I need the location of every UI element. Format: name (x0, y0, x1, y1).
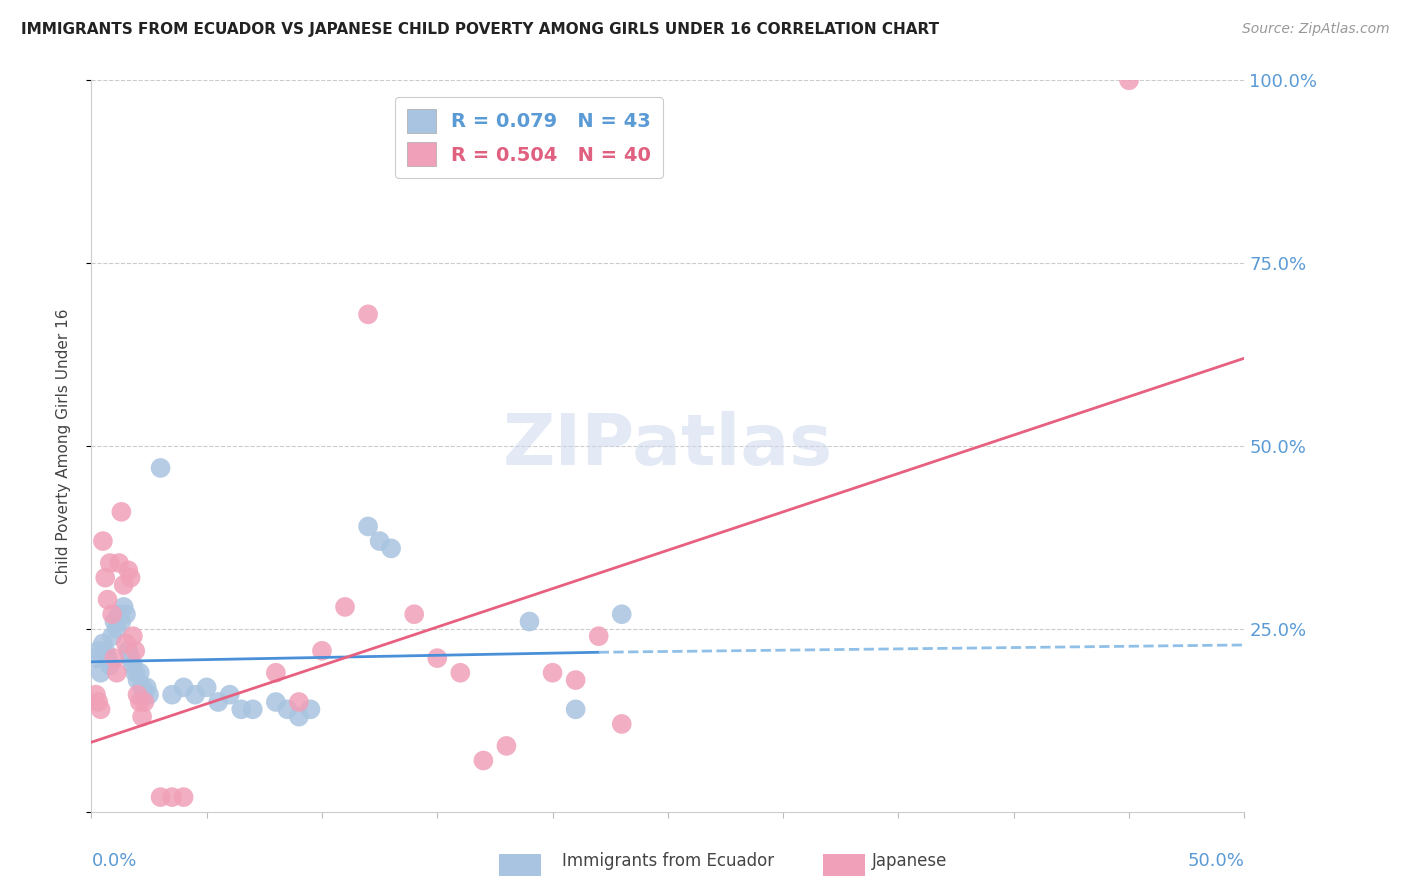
Point (311, 644, 333, 658)
Point (98, 658, 121, 673)
Point (564, 702, 586, 716)
Point (404, 607, 426, 622)
Point (84, 688, 107, 702)
Point (299, 702, 322, 716)
Point (588, 629, 610, 643)
Text: Immigrants from Ecuador: Immigrants from Ecuador (562, 852, 775, 870)
Point (1118, 73, 1140, 87)
Point (117, 563, 139, 577)
Point (96, 592, 118, 607)
Point (173, 681, 195, 695)
Point (90, 665, 112, 680)
Text: Source: ZipAtlas.com: Source: ZipAtlas.com (1241, 22, 1389, 37)
Point (115, 636, 138, 650)
Point (103, 651, 125, 665)
Point (134, 695, 156, 709)
Legend: R = 0.079   N = 43, R = 0.504   N = 40: R = 0.079 N = 43, R = 0.504 N = 40 (395, 97, 664, 178)
Point (184, 688, 207, 702)
Point (127, 688, 149, 702)
Point (112, 599, 135, 614)
Point (495, 739, 517, 753)
Point (131, 709, 153, 723)
Point (288, 695, 311, 709)
Point (91, 534, 114, 549)
Point (264, 665, 287, 680)
Point (357, 307, 380, 321)
Point (610, 607, 633, 622)
Point (231, 702, 253, 716)
Point (149, 790, 172, 805)
Point (117, 644, 139, 658)
Point (122, 658, 145, 673)
Point (124, 644, 146, 658)
Point (120, 571, 142, 585)
Point (264, 695, 287, 709)
Point (173, 790, 195, 805)
Point (101, 629, 124, 643)
Point (564, 673, 586, 687)
Point (207, 695, 229, 709)
Point (380, 541, 402, 556)
Point (103, 615, 125, 629)
Point (195, 681, 218, 695)
Point (135, 681, 157, 695)
Point (357, 519, 380, 533)
Point (128, 665, 150, 680)
Text: Japanese: Japanese (872, 852, 948, 870)
Point (112, 578, 135, 592)
Text: IMMIGRANTS FROM ECUADOR VS JAPANESE CHILD POVERTY AMONG GIRLS UNDER 16 CORRELATI: IMMIGRANTS FROM ECUADOR VS JAPANESE CHIL… (21, 22, 939, 37)
Point (472, 754, 495, 768)
Point (541, 665, 564, 680)
Point (105, 665, 128, 680)
Point (160, 688, 183, 702)
Text: 0.0%: 0.0% (91, 852, 136, 870)
Point (90, 702, 112, 716)
Point (108, 607, 131, 622)
Point (138, 688, 160, 702)
Point (149, 461, 172, 475)
Point (131, 681, 153, 695)
Point (96, 651, 118, 665)
Point (160, 790, 183, 805)
Point (91, 636, 114, 650)
Point (610, 717, 633, 731)
Text: ZIPatlas: ZIPatlas (503, 411, 832, 481)
Point (218, 688, 240, 702)
Text: 50.0%: 50.0% (1188, 852, 1244, 870)
Point (242, 702, 264, 716)
Point (110, 505, 132, 519)
Point (426, 651, 449, 665)
Point (449, 665, 471, 680)
Point (124, 665, 146, 680)
Point (108, 556, 131, 570)
Point (94, 571, 117, 585)
Point (288, 709, 311, 723)
Point (120, 651, 142, 665)
Point (101, 607, 124, 622)
Point (94, 644, 117, 658)
Point (134, 688, 156, 702)
Point (87, 644, 110, 658)
Point (519, 615, 541, 629)
Point (368, 534, 391, 549)
Point (87, 695, 110, 709)
Point (127, 673, 149, 687)
Point (122, 629, 145, 643)
Point (128, 695, 150, 709)
Point (333, 599, 356, 614)
Point (84, 651, 107, 665)
Point (110, 615, 132, 629)
Point (115, 607, 138, 622)
Point (98, 556, 121, 570)
Point (276, 702, 298, 716)
Point (105, 622, 128, 636)
Y-axis label: Child Poverty Among Girls Under 16: Child Poverty Among Girls Under 16 (56, 309, 70, 583)
